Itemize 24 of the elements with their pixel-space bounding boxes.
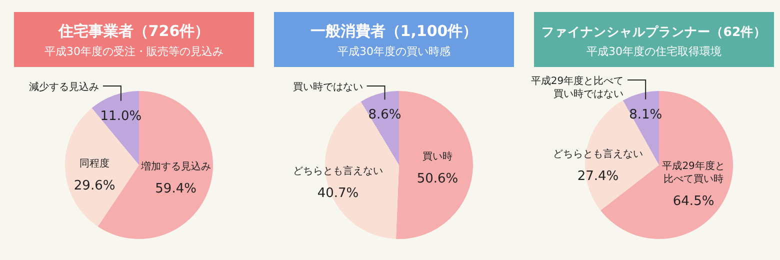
chart-subtitle: 平成30年度の住宅取得環境 (586, 45, 722, 58)
data-label: 29.6% (74, 178, 116, 194)
chart-subtitle: 平成30年度の買い時感 (338, 45, 450, 58)
chart-title: ファイナンシャルプランナー（62件） (541, 24, 767, 39)
slice-label: 買い時ではない (292, 81, 363, 93)
chart-subtitle: 平成30年度の受注・販売等の見込み (44, 45, 224, 58)
chart-title: 一般消費者（1,100件） (310, 22, 478, 40)
data-label: 59.4% (155, 182, 196, 197)
data-label: 11.0% (100, 108, 142, 124)
data-label: 40.7% (317, 186, 359, 202)
data-label: 8.6% (368, 108, 402, 123)
slice-label: 買い時 (422, 150, 452, 162)
slice-label: 同程度 (80, 157, 110, 170)
data-label: 27.4% (577, 168, 619, 184)
data-label: 8.1% (629, 107, 662, 122)
slice-label: 増加する見込み (140, 160, 211, 173)
slice-label: どちらとも言えない (553, 148, 643, 160)
slice-label: 平成29年度と比べて買い時 (662, 160, 725, 185)
slice-label: 平成29年度と比べて買い時ではない (530, 75, 624, 100)
data-label: 50.6% (416, 171, 458, 186)
slice-label: どちらとも言えない (293, 165, 383, 178)
chart-title: 住宅事業者（726件） (57, 22, 210, 40)
data-label: 64.5% (672, 194, 714, 209)
slice-label: 減少する見込み (28, 81, 99, 93)
